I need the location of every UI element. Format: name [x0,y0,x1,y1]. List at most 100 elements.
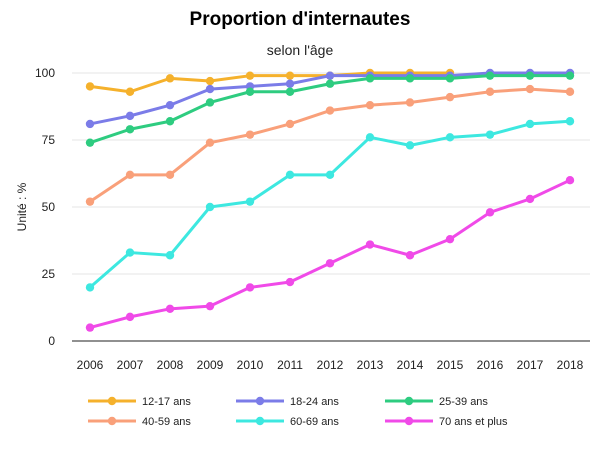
data-point[interactable] [125,87,135,96]
data-point[interactable] [165,170,175,180]
data-point[interactable] [205,138,215,147]
legend-label: 70 ans et plus [439,416,508,428]
data-point[interactable] [405,74,415,83]
legend: 12-17 ans 18-24 ans 25-39 ans 40-59 ans 60-6… [88,396,508,428]
data-point[interactable] [245,197,255,206]
data-point[interactable] [325,170,335,180]
x-tick-label: 2018 [557,358,584,372]
data-point[interactable] [285,87,295,96]
data-point[interactable] [365,133,375,142]
data-point[interactable] [205,98,215,107]
data-point[interactable] [85,197,95,206]
data-point[interactable] [325,71,335,80]
legend-item[interactable]: 12-17 ans [88,396,191,408]
data-point[interactable] [405,141,415,150]
x-tick-label: 2011 [277,358,303,372]
x-tick-label: 2006 [77,358,104,372]
data-point[interactable] [485,71,495,80]
legend-item[interactable]: 70 ans et plus [385,416,508,428]
x-tick-label: 2010 [237,358,264,372]
data-point[interactable] [165,100,175,110]
legend-item[interactable]: 18-24 ans [236,396,339,408]
data-point[interactable] [365,100,375,110]
data-point[interactable] [85,138,95,147]
data-point[interactable] [125,312,135,322]
data-point[interactable] [325,79,335,88]
data-point[interactable] [245,71,255,80]
legend-label: 18-24 ans [290,396,339,408]
data-point[interactable] [485,208,495,217]
data-point[interactable] [445,74,455,83]
data-point[interactable] [445,92,455,102]
data-point[interactable] [285,79,295,88]
data-point[interactable] [285,119,295,129]
y-tick-label: 100 [35,66,55,80]
legend-marker [107,416,117,426]
data-point[interactable] [565,87,575,96]
x-tick-label: 2015 [437,358,464,372]
legend-marker [404,416,414,426]
legend-label: 60-69 ans [290,416,339,428]
data-point[interactable] [165,251,175,260]
data-point[interactable] [85,82,95,91]
data-point[interactable] [205,301,215,311]
data-point[interactable] [365,74,375,83]
legend-item[interactable]: 40-59 ans [88,416,191,428]
data-point[interactable] [245,283,255,292]
data-point[interactable] [525,71,535,80]
series-2 [85,68,575,129]
data-point[interactable] [565,71,575,80]
data-point[interactable] [525,84,535,94]
data-point[interactable] [165,117,175,126]
y-axis-label: Unité : % [15,182,29,231]
y-tick-label: 0 [48,334,55,348]
series-line [88,71,452,94]
legend-marker [107,396,117,406]
data-point[interactable] [405,98,415,107]
data-point[interactable] [365,240,375,249]
data-point[interactable] [525,194,535,204]
data-point[interactable] [565,117,575,126]
data-point[interactable] [205,84,215,94]
data-point[interactable] [485,130,495,139]
x-tick-label: 2016 [477,358,504,372]
x-tick-label: 2009 [197,358,224,372]
data-point[interactable] [125,125,135,134]
series-3 [85,71,575,147]
data-point[interactable] [285,71,295,80]
data-point[interactable] [285,170,295,180]
data-point[interactable] [205,202,215,212]
data-point[interactable] [285,277,295,287]
y-tick-label: 50 [42,200,56,214]
data-point[interactable] [165,304,175,314]
x-tick-label: 2008 [157,358,184,372]
data-point[interactable] [125,248,135,257]
y-tick-label: 25 [42,267,56,281]
data-point[interactable] [85,119,95,129]
series-lines [85,68,575,332]
data-point[interactable] [325,259,335,268]
legend-label: 40-59 ans [142,416,191,428]
data-point[interactable] [205,76,215,86]
data-point[interactable] [85,323,95,332]
data-point[interactable] [85,283,95,292]
legend-label: 12-17 ans [142,396,191,408]
data-point[interactable] [485,87,495,96]
data-point[interactable] [525,119,535,129]
data-point[interactable] [165,74,175,83]
data-point[interactable] [445,234,455,244]
x-tick-label: 2014 [397,358,424,372]
data-point[interactable] [125,170,135,180]
data-point[interactable] [245,87,255,96]
legend-item[interactable]: 60-69 ans [236,416,339,428]
x-tick-label: 2007 [117,358,144,372]
legend-item[interactable]: 25-39 ans [385,396,488,408]
y-tick-label: 75 [42,133,56,147]
data-point[interactable] [245,130,255,139]
data-point[interactable] [565,176,575,185]
data-point[interactable] [445,133,455,142]
data-point[interactable] [405,251,415,260]
data-point[interactable] [325,106,335,115]
data-point[interactable] [125,111,135,121]
